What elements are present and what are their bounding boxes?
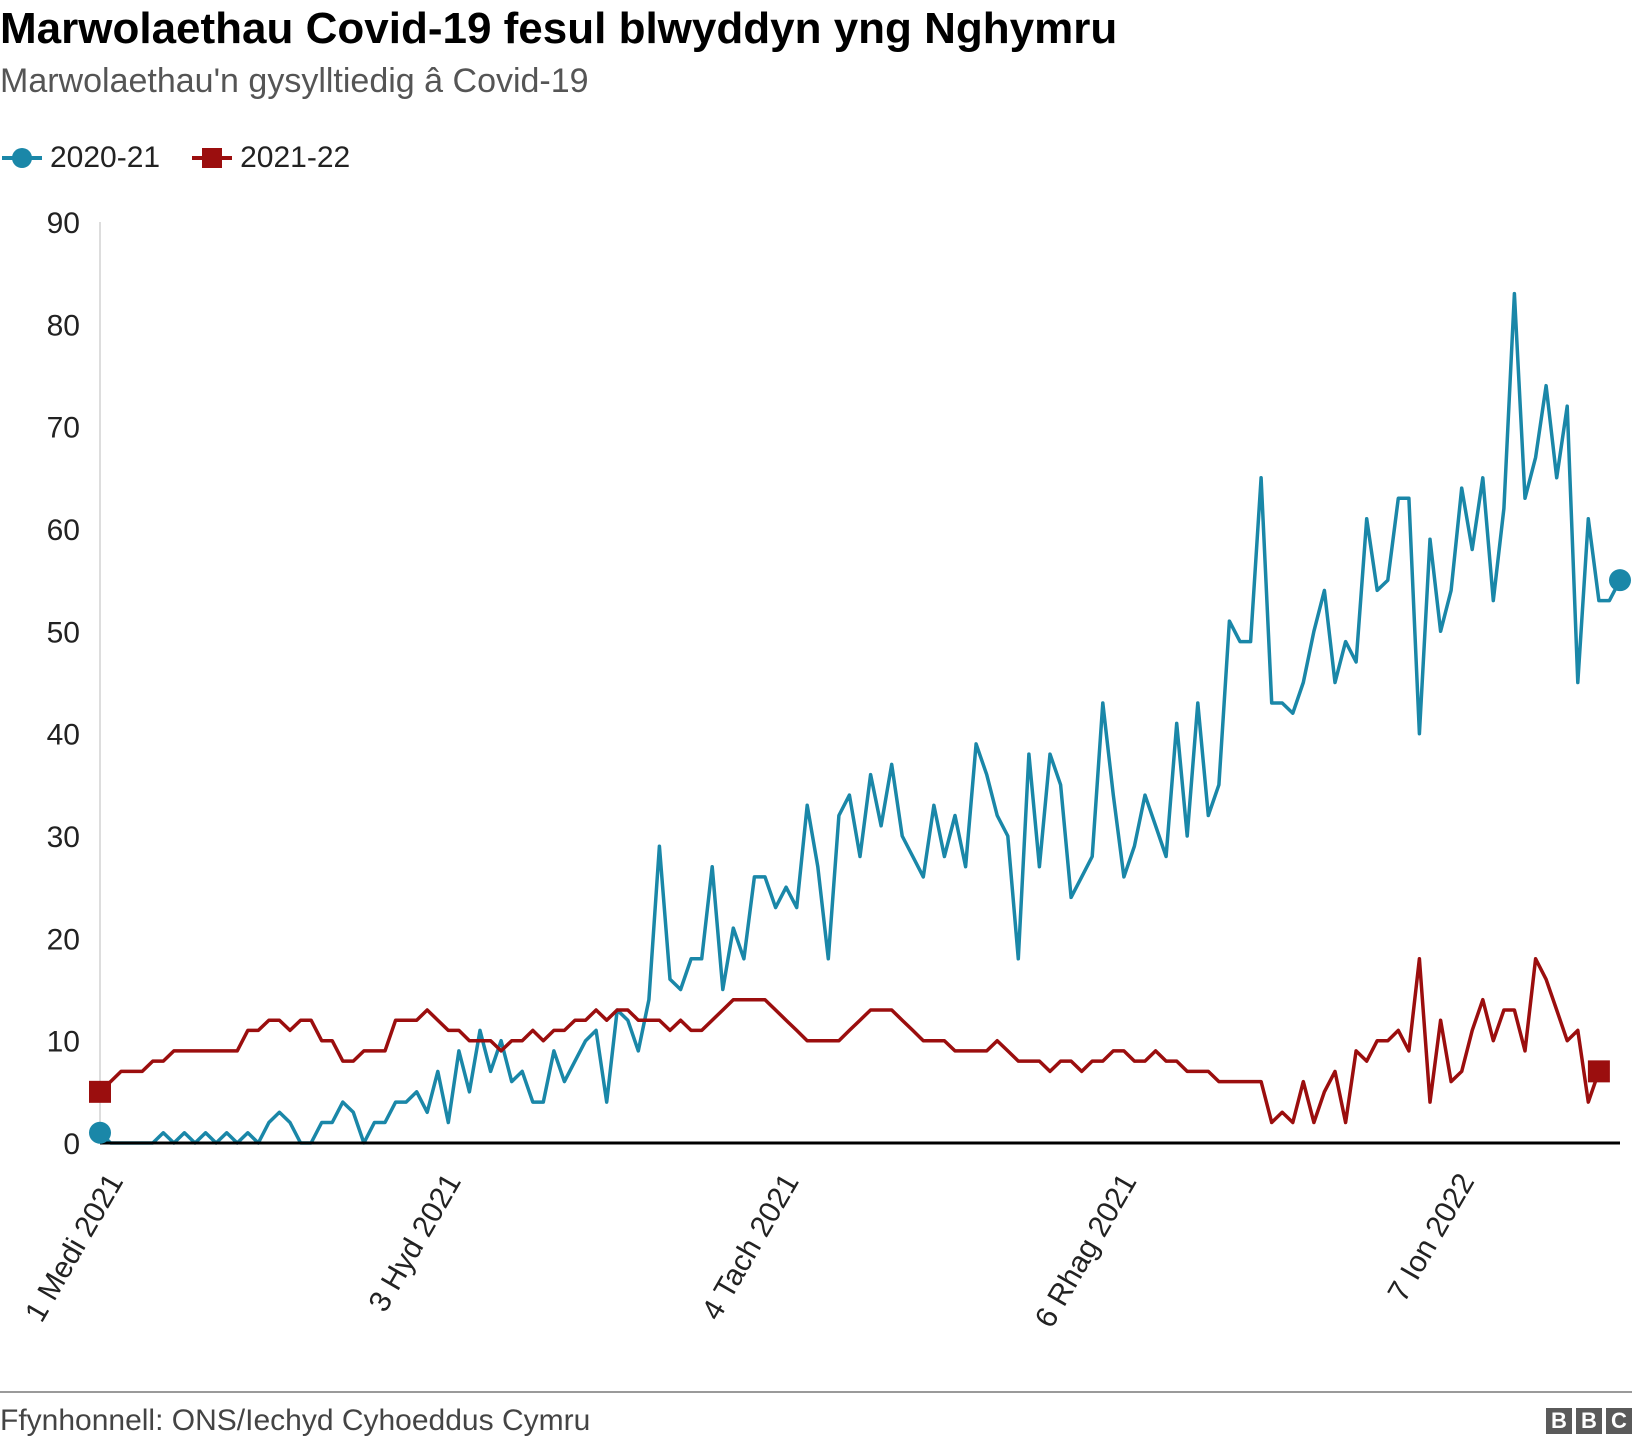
series-2020-21-end-marker — [1609, 569, 1631, 592]
series-2020-21-start-marker — [89, 1121, 111, 1144]
y-tick-label: 10 — [47, 1026, 80, 1059]
y-tick-label: 30 — [47, 821, 80, 854]
chart-title: Marwolaethau Covid-19 fesul blwyddyn yng… — [0, 4, 1118, 53]
x-tick-label: 3 Hyd 2021 — [363, 1168, 468, 1317]
y-tick-label: 0 — [63, 1128, 80, 1161]
y-tick-label: 40 — [47, 719, 80, 752]
line-chart: 0 10 20 30 40 50 60 70 80 90 1 Medi 2021 3 Hyd 2021… — [19, 207, 1631, 1333]
x-tick-label: 6 Rhag 2021 — [1029, 1168, 1143, 1333]
y-tick-label: 60 — [47, 514, 80, 547]
y-tick-label: 80 — [47, 309, 80, 342]
legend-label: 2020-21 — [50, 141, 161, 174]
x-tick-label: 7 Ion 2022 — [1382, 1168, 1481, 1307]
legend: 2020-21 2021-22 — [0, 138, 380, 178]
source-note: Ffynhonnell: ONS/Iechyd Cyhoeddus Cymru — [0, 1404, 591, 1437]
chart-subtitle: Marwolaethau'n gysylltiedig â Covid-19 — [0, 62, 589, 100]
series-2021-22-start-marker — [89, 1080, 111, 1103]
y-tick-label: 90 — [47, 207, 80, 240]
x-tick-label: 4 Tach 2021 — [696, 1168, 806, 1326]
y-tick-label: 50 — [47, 616, 80, 649]
bbc-logo-letter: C — [1606, 1408, 1632, 1434]
legend-square-marker-icon — [192, 148, 233, 168]
y-tick-label: 20 — [47, 923, 80, 956]
bbc-logo: B B C — [1542, 1408, 1632, 1434]
y-tick-label: 70 — [47, 412, 80, 445]
footer-divider — [0, 1391, 1632, 1393]
legend-circle-marker-icon — [2, 148, 42, 168]
x-tick-label: 1 Medi 2021 — [19, 1168, 130, 1328]
series-line-2020-21 — [98, 291, 1622, 1145]
series-line-2021-22 — [98, 957, 1601, 1125]
bbc-logo-letter: B — [1576, 1408, 1602, 1434]
series-2021-22-end-marker — [1587, 1060, 1610, 1083]
bbc-logo-letter: B — [1546, 1408, 1572, 1434]
legend-item-2020-21: 2020-21 — [0, 141, 160, 175]
legend-label: 2021-22 — [240, 141, 351, 174]
legend-item-2021-22: 2021-22 — [190, 141, 350, 175]
